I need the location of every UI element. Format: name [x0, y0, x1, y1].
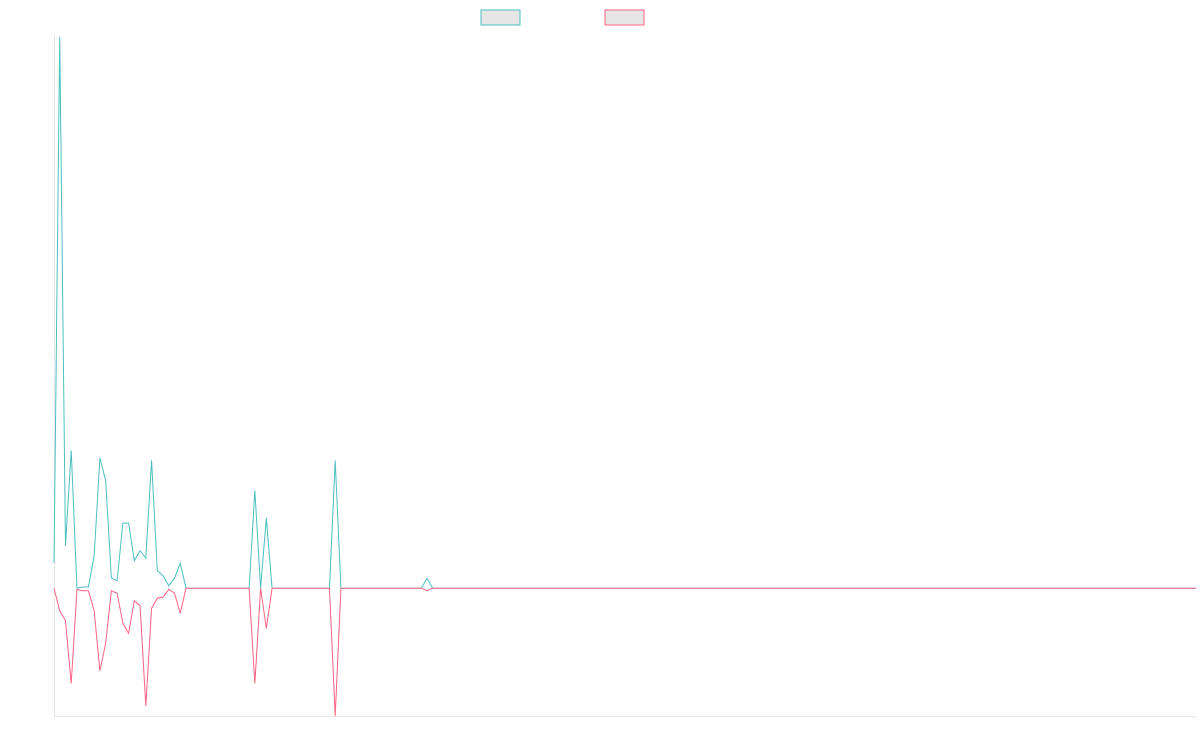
legend-swatch-series-2[interactable] [604, 9, 645, 26]
series-line-1 [53, 36, 1196, 589]
legend-swatch-series-1[interactable] [480, 9, 521, 26]
legend [480, 9, 645, 26]
axes [54, 36, 1196, 717]
series-group [53, 36, 1196, 717]
series-line-2 [53, 587, 1196, 717]
